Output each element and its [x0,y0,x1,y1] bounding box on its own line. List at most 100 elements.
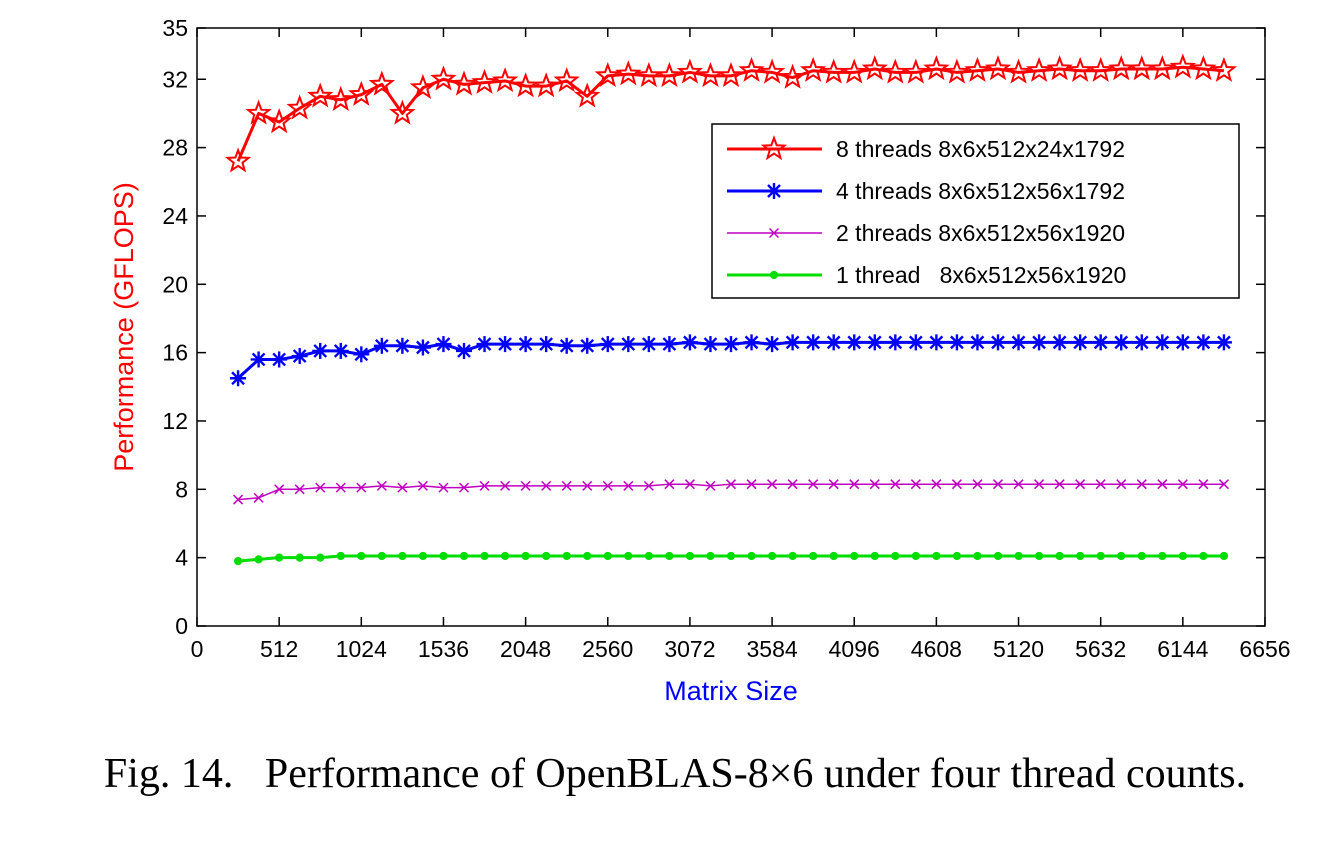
data-point [275,553,284,562]
data-point [923,55,950,81]
data-point [644,551,653,561]
x-tick-label: 6656 [1239,636,1290,662]
legend-label: 4 threads 8x6x512x56x1792 [836,178,1125,204]
data-point [643,480,654,491]
data-point [1014,551,1023,561]
data-point [1046,55,1073,81]
data-point [357,551,366,561]
data-point [1055,551,1064,561]
data-point [450,70,478,96]
data-point [456,342,472,359]
data-point [932,551,941,561]
data-point [1178,551,1187,561]
series-layer [224,53,1238,566]
data-point [664,479,675,490]
data-point [928,334,945,351]
data-point [532,72,560,98]
data-point [1210,56,1238,82]
data-point [1075,479,1086,490]
data-point [825,334,842,351]
data-point [594,61,621,88]
data-point [562,551,571,561]
data-point [561,480,572,491]
x-tick-label: 1536 [418,636,469,662]
x-tick-label: 2048 [500,636,551,662]
data-point [1087,56,1114,82]
data-point [512,72,539,98]
legend-swatch-marker [769,270,779,280]
data-point [1177,479,1188,490]
x-tick-label: 512 [260,636,298,662]
data-point [808,479,819,490]
data-point [438,482,449,493]
series-1 [224,53,1238,173]
data-point [1154,334,1171,351]
data-point [1219,551,1229,561]
data-point [233,556,243,566]
data-point [706,551,715,561]
data-point [1054,479,1065,490]
data-point [829,551,838,561]
data-point [910,479,921,490]
data-point [1137,551,1146,561]
data-point [316,553,325,562]
data-point [373,337,390,354]
legend-item: 2 threads 8x6x512x56x1920 [727,220,1125,246]
data-point [291,348,308,365]
data-point [902,58,930,84]
data-point [948,334,965,351]
data-point [458,482,470,493]
data-point [685,551,695,561]
data-point [951,479,962,490]
data-point [640,336,657,353]
data-point [250,351,267,368]
data-point [500,480,511,491]
data-point [1169,53,1197,79]
series-3 [233,479,1229,505]
series-line [236,65,1225,162]
data-point [870,551,879,561]
data-point [500,551,510,561]
data-point [538,336,555,353]
data-point [726,551,736,561]
data-point [743,334,760,351]
data-point [705,480,716,491]
data-point [1149,55,1176,81]
data-point [820,58,847,84]
data-point [517,336,534,353]
data-point [656,61,683,88]
data-point [574,82,601,108]
data-point [788,551,797,561]
legend-label: 2 threads 8x6x512x56x1920 [836,220,1125,246]
legend-swatch-marker [768,227,780,239]
x-tick-label: 6144 [1157,636,1208,662]
x-tick-label: 3072 [664,636,715,662]
data-point [1072,334,1089,351]
data-point [1096,551,1105,561]
data-point [520,480,531,491]
data-point [315,482,326,493]
legend-box [711,123,1240,299]
data-point [723,336,739,353]
data-point [307,82,334,108]
y-tick-label: 24 [162,203,188,229]
data-point [332,342,349,359]
data-point [439,551,448,561]
y-tick-label: 32 [162,66,188,92]
data-point [430,65,457,91]
data-point [327,85,354,111]
series-4 [233,551,1229,566]
data-point [866,334,883,351]
data-point [1199,551,1208,561]
data-point [1108,55,1135,81]
data-point [389,99,416,125]
data-point [312,342,329,359]
data-point [418,551,428,561]
data-point [1195,334,1212,351]
data-point [952,551,962,561]
data-point [973,551,982,561]
y-tick-label: 35 [162,15,188,41]
x-axis-ticks: 0 512 1024 1536 2048 2560 3072 3584 4096 4608 5120… [191,28,1291,662]
data-point [1116,479,1127,490]
data-point [497,336,514,353]
